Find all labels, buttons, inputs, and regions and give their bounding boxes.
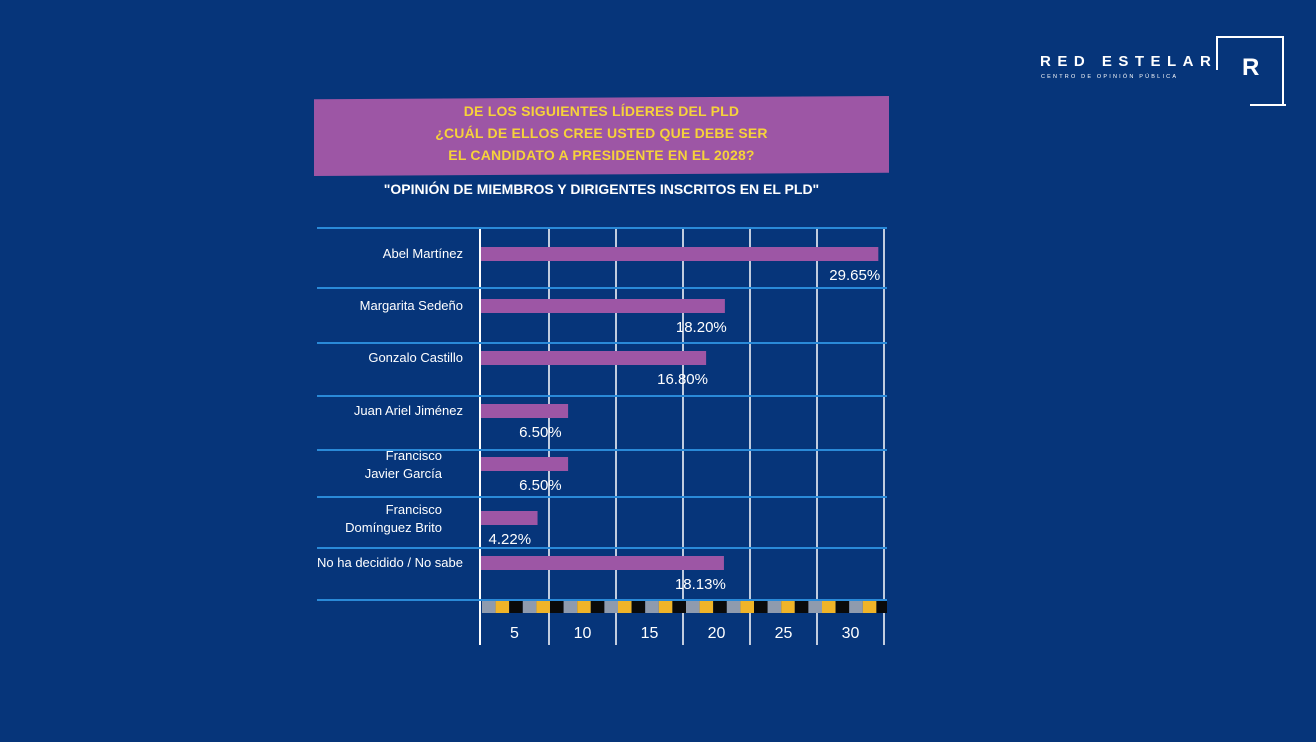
axis-stripe-cell — [740, 601, 754, 613]
category-label: Javier García — [365, 466, 443, 481]
data-label: 4.22% — [489, 531, 532, 548]
bar — [481, 511, 538, 525]
bar — [481, 299, 725, 313]
axis-stripe-cell — [495, 601, 510, 613]
data-label: 18.13% — [675, 576, 726, 593]
data-label: 18.20% — [676, 319, 727, 336]
data-label: 6.50% — [519, 477, 562, 494]
axis-stripe-cell — [658, 601, 673, 613]
category-label: Juan Ariel Jiménez — [354, 403, 463, 418]
x-tick-label: 20 — [708, 625, 726, 642]
brand-frame — [1216, 36, 1284, 104]
x-tick-label: 30 — [842, 625, 860, 642]
axis-stripe-cell — [781, 601, 795, 613]
x-tick-label: 10 — [574, 625, 592, 642]
axis-stripe-cell — [822, 601, 836, 613]
chart-subtitle: "OPINIÓN DE MIEMBROS Y DIRIGENTES INSCRI… — [383, 181, 820, 197]
axis-stripe-cell — [604, 601, 618, 613]
axis-stripe-cell — [849, 601, 863, 613]
category-label: Margarita Sedeño — [360, 298, 463, 313]
bar — [481, 457, 569, 471]
bar — [481, 404, 569, 418]
question-line-3: EL CANDIDATO A PRESIDENTE EN EL 2028? — [448, 147, 755, 163]
x-tick-label: 5 — [510, 625, 519, 642]
axis-stripe-cell — [536, 601, 550, 613]
axis-stripe-cell — [686, 601, 700, 613]
data-label: 6.50% — [519, 424, 562, 441]
question-line-1: DE LOS SIGUIENTES LÍDERES DEL PLD — [463, 103, 740, 119]
axis-stripe-cell — [577, 601, 591, 613]
axis-stripe-cell — [794, 601, 809, 613]
brand-frame-bottom — [1250, 104, 1286, 106]
brand-tagline: CENTRO DE OPINIÓN PÚBLICA — [1041, 74, 1179, 80]
axis-stripe-cell — [835, 601, 850, 613]
category-label: Gonzalo Castillo — [368, 350, 463, 365]
axis-stripe-cell — [563, 601, 578, 613]
axis-stripe-cell — [862, 601, 877, 613]
axis-stripe-cell — [808, 601, 822, 613]
axis-stripe-cell — [618, 601, 632, 613]
question-line-2: ¿CUÁL DE ELLOS CREE USTED QUE DEBE SER — [435, 125, 768, 141]
axis-stripe-cell — [767, 601, 782, 613]
brand-logo: RED ESTELAR CENTRO DE OPINIÓN PÚBLICA R — [1040, 36, 1290, 108]
x-tick-label: 25 — [775, 625, 793, 642]
category-label: No ha decidido / No sabe — [317, 555, 463, 570]
bar — [481, 247, 879, 261]
axis-stripe-cell — [482, 601, 496, 613]
axis-stripe-cell — [590, 601, 605, 613]
axis-stripe-cell — [631, 601, 646, 613]
axis-stripe-cell — [713, 601, 727, 613]
question-banner: DE LOS SIGUIENTES LÍDERES DEL PLD ¿CUÁL … — [314, 96, 889, 176]
axis-stripe-cell — [726, 601, 741, 613]
axis-stripe-cell — [876, 601, 887, 613]
data-label: 29.65% — [829, 267, 880, 284]
category-label: Francisco — [386, 448, 442, 463]
axis-stripe-cell — [645, 601, 659, 613]
category-label: Francisco — [386, 502, 442, 517]
bar — [481, 556, 724, 570]
axis-stripe-cell — [754, 601, 768, 613]
axis-stripe-cell — [672, 601, 686, 613]
brand-mark: R — [1242, 54, 1260, 81]
axis-stripe-cell — [509, 601, 523, 613]
axis-stripe-cell — [550, 601, 564, 613]
category-label: Domínguez Brito — [345, 520, 442, 535]
x-tick-label: 15 — [641, 625, 659, 642]
data-label: 16.80% — [657, 371, 708, 388]
axis-stripe-cell — [699, 601, 714, 613]
category-label: Abel Martínez — [383, 246, 463, 261]
brand-frame-left — [1216, 36, 1218, 70]
axis-stripe-cell — [522, 601, 537, 613]
brand-name: RED ESTELAR — [1040, 53, 1218, 70]
bar — [481, 351, 707, 365]
